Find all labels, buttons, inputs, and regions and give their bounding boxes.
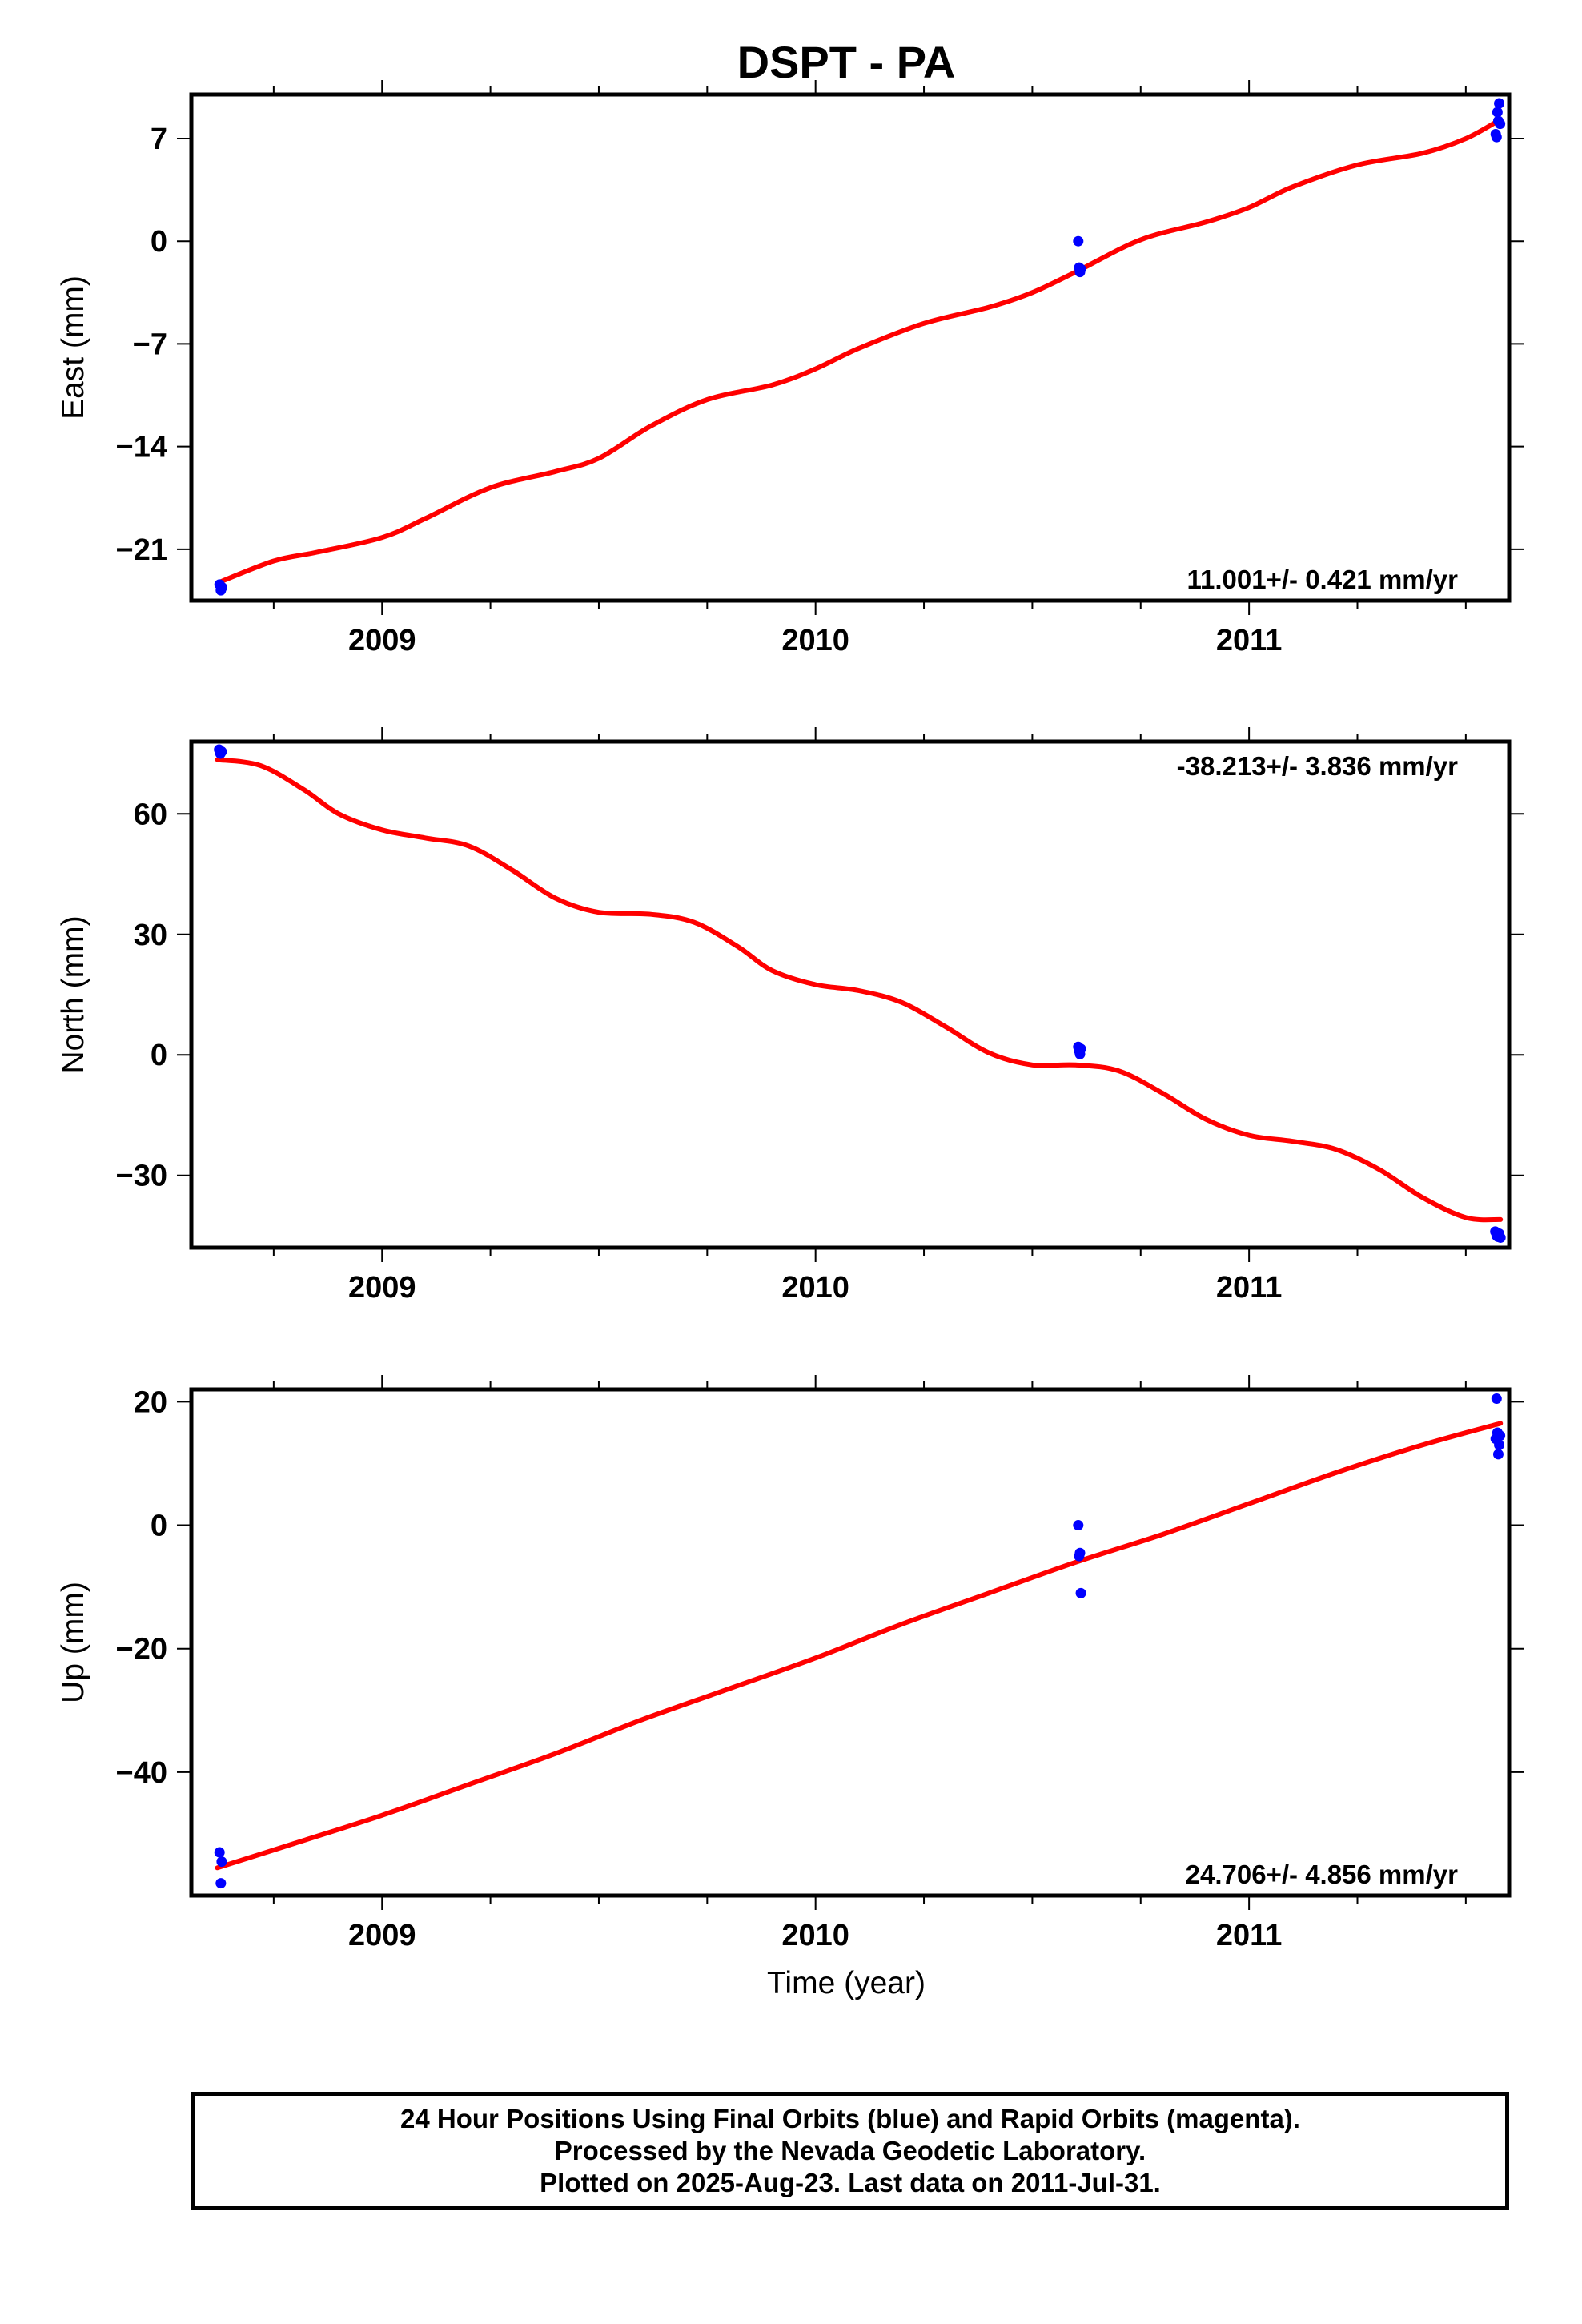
data-point-east xyxy=(1073,235,1084,247)
data-point-east xyxy=(1492,107,1503,118)
y-tick-label-up: 20 xyxy=(134,1385,167,1419)
y-tick-label-up: 0 xyxy=(151,1510,167,1543)
y-tick-label-up: −40 xyxy=(116,1756,167,1790)
data-point-up xyxy=(216,1856,227,1868)
y-tick-label-up: −20 xyxy=(116,1633,167,1667)
x-tick-label-east: 2009 xyxy=(348,624,416,657)
x-tick-label-north: 2010 xyxy=(781,1271,849,1305)
x-axis-title: Time (year) xyxy=(767,1966,926,2000)
y-axis-title-north: North (mm) xyxy=(56,915,90,1073)
footer-line-orbits: 24 Hour Positions Using Final Orbits (bl… xyxy=(400,2104,1300,2133)
panel-frame-up xyxy=(189,1387,1512,1898)
x-tick-label-up: 2010 xyxy=(781,1919,849,1952)
rate-annotation-east: 11.001+/- 0.421 mm/yr xyxy=(1186,565,1458,594)
y-axis-title-up: Up (mm) xyxy=(56,1582,90,1703)
data-point-east xyxy=(1494,98,1505,109)
data-point-east xyxy=(216,582,227,593)
x-tick-label-up: 2011 xyxy=(1216,1919,1282,1952)
data-point-up xyxy=(1495,1430,1506,1441)
y-tick-label-east: −7 xyxy=(133,328,167,361)
y-tick-label-east: −14 xyxy=(116,431,167,464)
rate-annotation-up: 24.706+/- 4.856 mm/yr xyxy=(1186,1860,1458,1889)
x-tick-label-east: 2011 xyxy=(1216,624,1282,657)
fit-line-east xyxy=(215,117,1504,585)
data-point-north xyxy=(216,746,227,758)
plot-area-up xyxy=(214,1393,1506,1889)
y-tick-label-east: 7 xyxy=(151,123,167,156)
data-point-up xyxy=(215,1878,227,1889)
data-point-north xyxy=(1495,1232,1506,1243)
data-point-east xyxy=(1075,263,1086,275)
rate-annotation-north: -38.213+/- 3.836 mm/yr xyxy=(1177,751,1458,781)
fit-line-up xyxy=(215,1421,1504,1871)
data-point-up xyxy=(214,1847,225,1858)
panel-east: 2009 2010 2011 −21 −14 −7 0 7 East (mm) 11.001+/-… xyxy=(56,80,1524,657)
plot-area-north xyxy=(214,744,1506,1243)
footer-note: 24 Hour Positions Using Final Orbits (bl… xyxy=(191,2092,1509,2210)
x-tick-label-up: 2009 xyxy=(348,1919,416,1952)
data-point-up xyxy=(1075,1587,1086,1598)
panel-up: 2009 2010 2011 −40 −20 0 20 Up (mm) 24.706+/- 4.… xyxy=(56,1375,1524,1952)
data-point-east xyxy=(1495,119,1506,130)
x-tick-label-north: 2011 xyxy=(1216,1271,1282,1305)
y-tick-label-north: −30 xyxy=(116,1160,167,1193)
data-point-up xyxy=(1074,1547,1086,1558)
data-point-up xyxy=(1492,1449,1504,1460)
chart-title: DSPT - PA xyxy=(737,37,956,87)
footer-line-processed: Processed by the Nevada Geodetic Laborat… xyxy=(554,2136,1146,2165)
y-axis-title-east: East (mm) xyxy=(56,275,90,420)
footer-line-plotted: Plotted on 2025-Aug-23. Last data on 201… xyxy=(540,2168,1161,2197)
data-point-up xyxy=(1491,1393,1502,1405)
panel-frame-east xyxy=(189,92,1512,603)
y-tick-label-north: 60 xyxy=(134,798,167,831)
y-tick-label-north: 0 xyxy=(151,1039,167,1072)
fit-line-north xyxy=(215,757,1504,1223)
data-point-up xyxy=(1494,1439,1505,1450)
x-tick-label-north: 2009 xyxy=(348,1271,416,1305)
x-tick-label-east: 2010 xyxy=(781,624,849,657)
data-point-north xyxy=(1075,1043,1086,1055)
y-tick-label-east: −21 xyxy=(116,533,167,567)
y-tick-label-east: 0 xyxy=(151,225,167,259)
plot-area-east xyxy=(214,98,1506,596)
data-point-east xyxy=(1491,131,1502,143)
panel-north: 2009 2010 2011 −30 0 30 60 North (mm) -38.213+/-… xyxy=(56,727,1524,1305)
panel-frame-north xyxy=(189,739,1512,1250)
data-point-up xyxy=(1073,1520,1084,1531)
y-tick-label-north: 30 xyxy=(134,919,167,952)
